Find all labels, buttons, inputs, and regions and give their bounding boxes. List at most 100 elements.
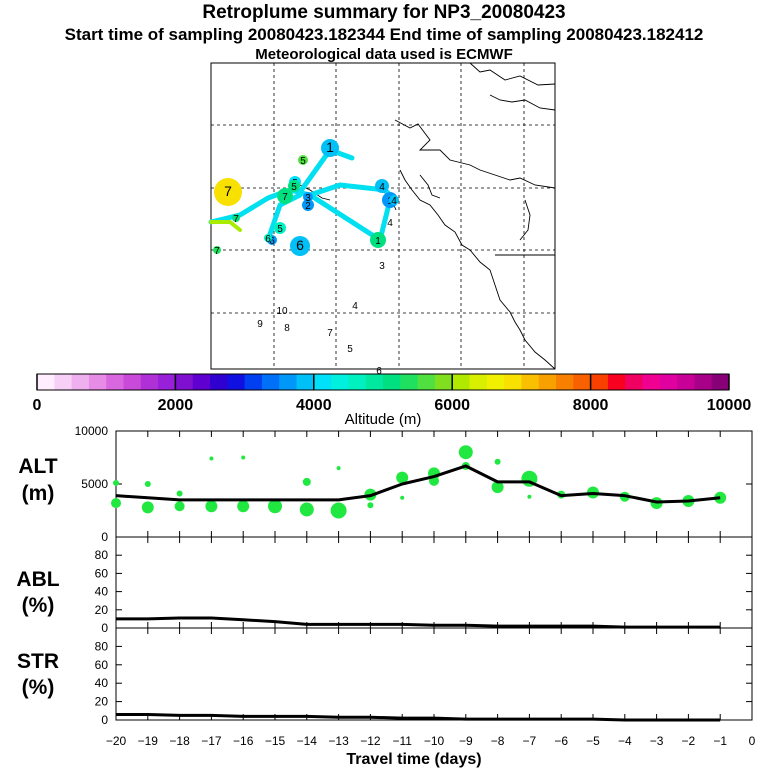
x-tick-label: −1	[713, 734, 727, 748]
panel-frame	[115, 536, 753, 629]
colorbar-tick-label: 2000	[158, 397, 194, 414]
colorbar-tick-label: 6000	[434, 397, 470, 414]
altitude-scatter-point	[299, 502, 314, 517]
altitude-scatter-point	[268, 499, 282, 514]
x-tick-label: −15	[265, 734, 286, 748]
colorbar-swatch	[175, 374, 194, 390]
altitude-scatter-point	[209, 456, 214, 461]
trajectory-day-label: 6	[265, 234, 271, 245]
trajectory-dot	[302, 199, 314, 211]
y-tick-label: 60	[95, 566, 109, 580]
y-tick-label: 40	[95, 676, 109, 690]
series-line	[115, 464, 721, 504]
x-tick-label: −20	[106, 734, 127, 748]
altitude-scatter-point	[176, 490, 183, 497]
panel-label-unit: (m)	[22, 482, 55, 505]
colorbar-swatch	[158, 374, 176, 390]
trajectory-dot	[288, 180, 300, 192]
trajectory-dot	[264, 234, 272, 242]
panel-label-unit: (%)	[22, 594, 55, 617]
x-tick-label: −10	[424, 734, 445, 748]
colorbar-swatch	[192, 374, 211, 390]
trajectory-day-label: 6	[296, 237, 304, 253]
colorbar-swatch	[227, 374, 246, 390]
colorbar-swatch	[677, 374, 695, 390]
colorbar-swatch	[417, 374, 436, 390]
colorbar-swatch	[711, 374, 730, 390]
met-data-source: Meteorological data used is ECMWF	[255, 46, 513, 63]
y-tick-label: 60	[95, 658, 109, 672]
colorbar-swatch	[607, 374, 626, 390]
panel-label-name: ABL	[16, 568, 59, 591]
y-tick-label: 10000	[75, 424, 109, 438]
trajectory-dot	[370, 232, 386, 248]
x-tick-label: −11	[392, 734, 412, 748]
altitude-scatter-point	[174, 501, 185, 512]
altitude-scatter-point	[144, 481, 151, 487]
trajectory-day-label: 7	[214, 246, 220, 257]
altitude-scatter-point	[330, 502, 347, 519]
y-tick-label: 0	[101, 713, 108, 727]
trajectory-day-label: 9	[257, 319, 263, 330]
trajectory-day-label: 5	[347, 344, 353, 355]
series-line	[116, 616, 721, 629]
trajectory-day-label: 7	[224, 183, 232, 199]
colorbar-swatch	[556, 374, 574, 390]
x-tick-label: −3	[650, 734, 664, 748]
trajectory-day-label: 2	[305, 201, 311, 212]
x-tick-label: −2	[682, 734, 696, 748]
colorbar-swatch	[106, 374, 124, 390]
colorbar-swatch	[261, 374, 280, 390]
panel-str: 80 60 40 20 0 STR (%)	[17, 627, 753, 727]
trajectory-day-label: 3	[379, 261, 385, 272]
y-tick-label: 40	[95, 585, 109, 599]
colorbar-swatch	[279, 374, 297, 390]
altitude-scatter-point	[367, 502, 374, 509]
colorbar-label: Altitude (m)	[345, 411, 422, 428]
colorbar-tick-label: 4000	[296, 397, 332, 414]
altitude-scatter-point	[336, 466, 341, 471]
colorbar-swatch	[400, 374, 419, 390]
page-title: Retroplume summary for NP3_20080423	[202, 2, 566, 23]
y-tick-label: 0	[101, 621, 108, 635]
x-axis-title: Travel time (days)	[346, 751, 481, 768]
colorbar-swatch	[434, 374, 453, 390]
colorbar-swatch	[625, 374, 643, 390]
altitude-scatter-point	[302, 477, 311, 486]
trajectory-day-label: 8	[284, 323, 290, 334]
altitude-scatter-point	[396, 471, 409, 484]
altitude-scatter-point	[113, 479, 119, 486]
x-tick-label: −4	[618, 734, 632, 748]
y-tick-label: 5000	[81, 477, 108, 491]
trajectory-day-label: 3	[305, 193, 311, 204]
trajectory-day-label: 5	[300, 156, 306, 167]
colorbar-swatch	[573, 374, 592, 390]
colorbar-swatch	[140, 374, 159, 390]
panel-frame	[115, 627, 753, 721]
trajectory-day-label: 6	[269, 236, 275, 247]
trajectory-dot	[277, 188, 293, 204]
trajectory-dot	[375, 179, 389, 193]
trajectory-dot	[213, 246, 221, 254]
panel-abl: 80 60 40 20 0 ABL (%)	[16, 536, 753, 635]
altitude-scatter-point	[141, 501, 154, 514]
x-tick-label: −19	[138, 734, 159, 748]
colorbar-swatch	[452, 374, 470, 390]
colorbar-swatch	[88, 374, 107, 390]
x-tick-label: −8	[491, 734, 505, 748]
trajectory-dot	[274, 222, 286, 234]
x-tick-label: −12	[360, 734, 381, 748]
colorbar-swatch	[486, 374, 505, 390]
colorbar-swatch	[54, 374, 73, 390]
x-tick-label: −5	[586, 734, 600, 748]
colorbar-swatch	[365, 374, 384, 390]
altitude-scatter-point	[241, 455, 246, 460]
trajectory-day-label: 4	[387, 218, 393, 229]
trajectory-dot	[232, 214, 240, 222]
colorbar-swatch	[210, 374, 228, 390]
altitude-scatter-point	[111, 498, 121, 509]
colorbar-swatch	[37, 374, 55, 390]
x-tick-label: −18	[169, 734, 190, 748]
trajectory-day-label: 6	[376, 366, 382, 377]
